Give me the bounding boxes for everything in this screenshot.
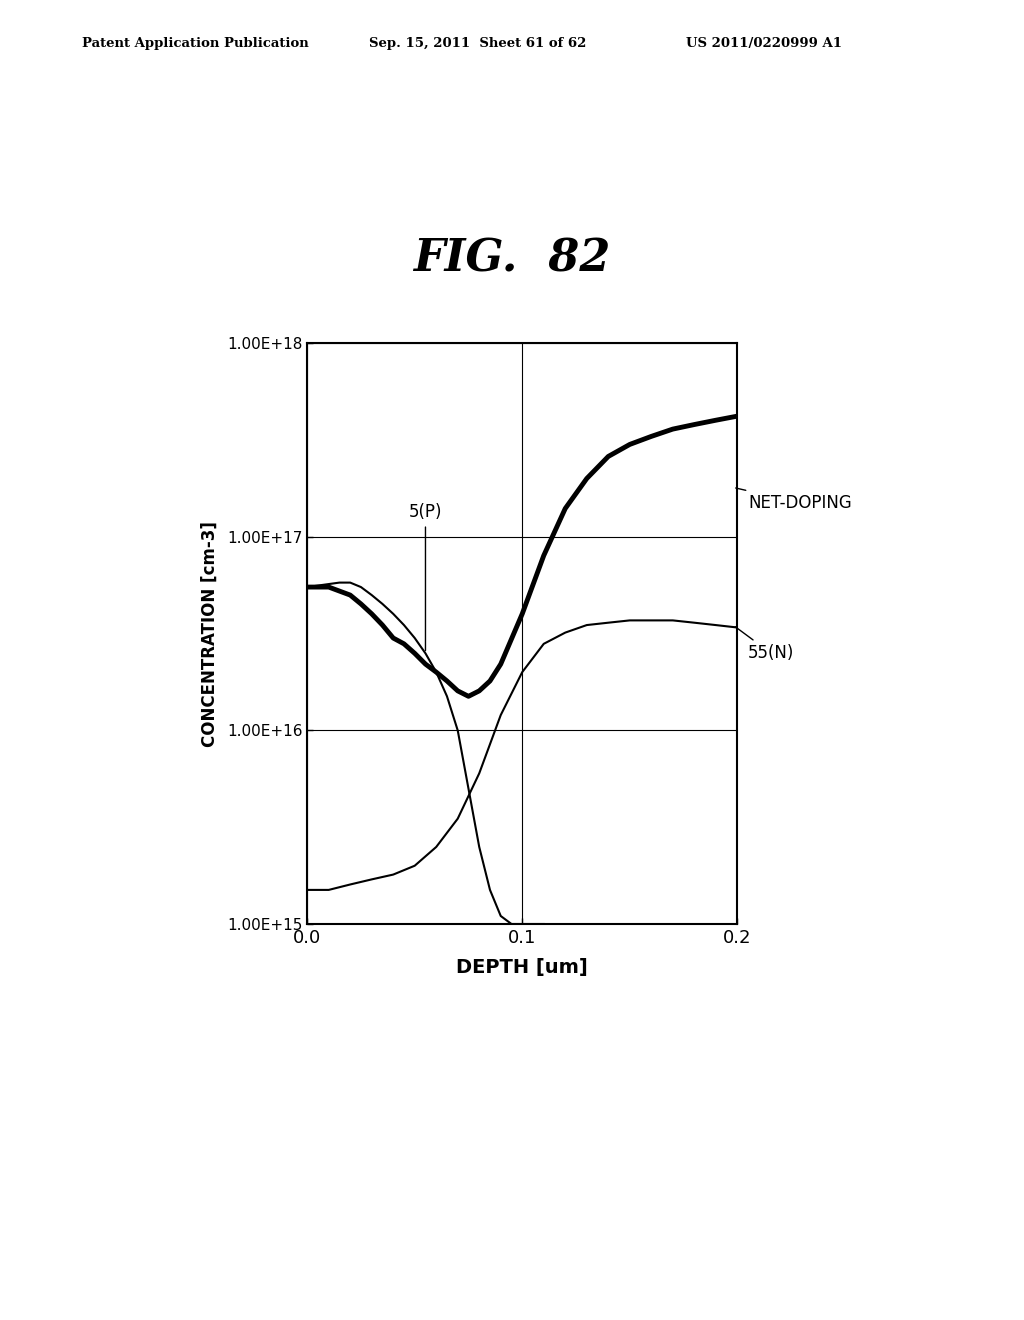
X-axis label: DEPTH [um]: DEPTH [um] <box>457 958 588 977</box>
Text: US 2011/0220999 A1: US 2011/0220999 A1 <box>686 37 842 50</box>
Text: Patent Application Publication: Patent Application Publication <box>82 37 308 50</box>
Text: FIG.  82: FIG. 82 <box>414 238 610 281</box>
Text: 55(N): 55(N) <box>735 627 795 663</box>
Text: 5(P): 5(P) <box>409 503 442 651</box>
Y-axis label: CONCENTRATION [cm-3]: CONCENTRATION [cm-3] <box>201 520 218 747</box>
Text: Sep. 15, 2011  Sheet 61 of 62: Sep. 15, 2011 Sheet 61 of 62 <box>369 37 586 50</box>
Text: NET-DOPING: NET-DOPING <box>735 488 852 512</box>
